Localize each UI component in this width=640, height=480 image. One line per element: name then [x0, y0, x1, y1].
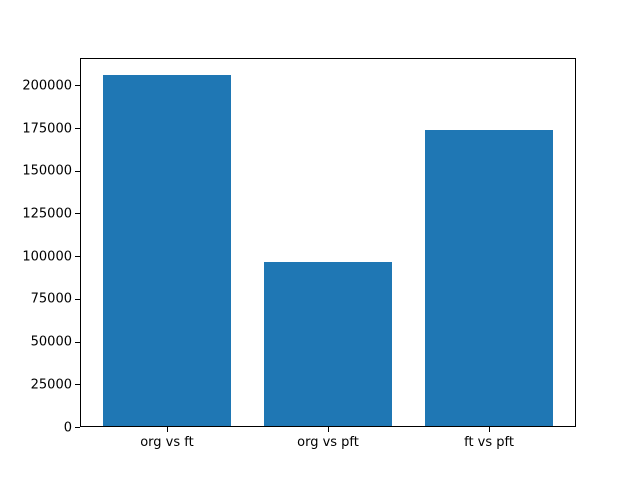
- x-tick-label: org vs pft: [297, 435, 359, 450]
- x-tick-label: ft vs pft: [464, 435, 514, 450]
- y-tick-label: 75000: [30, 291, 72, 307]
- y-tick-label: 150000: [22, 163, 72, 179]
- x-tick-mark: [328, 427, 329, 432]
- bar-ft-vs-pft: [424, 130, 554, 426]
- bar-org-vs-pft: [263, 262, 393, 426]
- x-tick-mark: [166, 427, 168, 432]
- y-tick-label: 125000: [22, 206, 72, 222]
- y-tick-label: 100000: [22, 249, 72, 265]
- y-tick-mark: [75, 341, 80, 343]
- y-tick-mark: [75, 298, 80, 300]
- y-tick-mark: [75, 427, 80, 428]
- y-tick-mark: [75, 384, 80, 386]
- bar-org-vs-ft: [102, 75, 232, 426]
- y-tick-mark: [75, 213, 80, 215]
- y-tick-label: 175000: [22, 121, 72, 137]
- y-tick-mark: [75, 85, 80, 87]
- y-tick-label: 50000: [30, 334, 72, 350]
- y-tick-label: 0: [63, 420, 72, 435]
- y-tick-mark: [75, 128, 80, 130]
- y-tick-label: 200000: [22, 78, 72, 94]
- y-tick-mark: [75, 170, 80, 172]
- x-tick-mark: [489, 427, 491, 432]
- y-tick-mark: [75, 256, 80, 258]
- y-tick-label: 25000: [30, 377, 72, 393]
- x-tick-label: org vs ft: [140, 435, 194, 450]
